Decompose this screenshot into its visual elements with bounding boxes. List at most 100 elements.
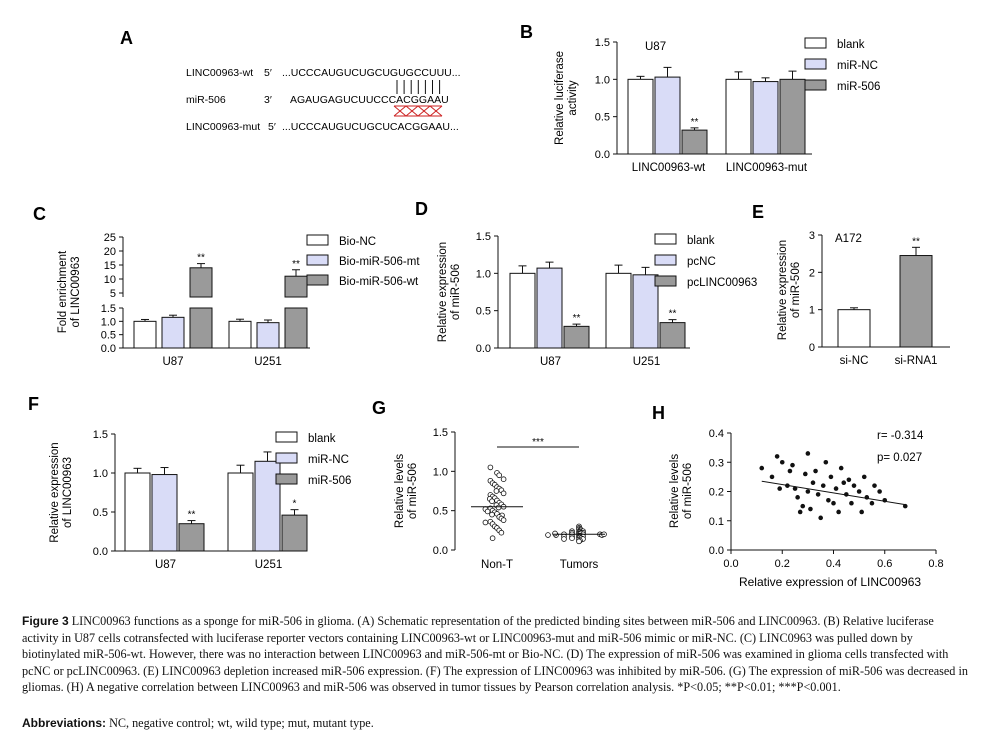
data-point xyxy=(489,498,495,505)
bar xyxy=(178,523,205,552)
x-tick-label: LINC00963-wt xyxy=(632,162,706,174)
abbreviations-label: Abbreviations: xyxy=(22,716,107,730)
data-point xyxy=(797,509,803,515)
bar xyxy=(627,78,654,155)
legend-swatch xyxy=(654,233,677,245)
y-axis-label: of miR-506 xyxy=(450,264,462,320)
data-point xyxy=(808,506,813,512)
bar xyxy=(536,267,563,349)
legend-swatch xyxy=(654,275,677,287)
y-tick-label: 1.0 xyxy=(476,268,491,280)
legend-swatch xyxy=(306,274,329,286)
panel-label-d: D xyxy=(415,199,428,219)
y-tick-label: 0.1 xyxy=(709,516,724,528)
seq-row-sequence: AGAUGAGUCUUCCCACGGAAU xyxy=(290,94,449,106)
legend-swatch xyxy=(306,254,329,266)
data-point xyxy=(813,468,818,474)
data-point xyxy=(851,483,857,488)
bar xyxy=(189,307,213,349)
bar xyxy=(605,272,632,349)
bar xyxy=(256,322,280,349)
y-tick-label: 0.0 xyxy=(476,343,491,355)
x-tick-label: U251 xyxy=(255,559,283,571)
y-axis-label: of LINC00963 xyxy=(70,257,82,328)
significance-mark: ** xyxy=(197,253,205,264)
seq-row-prime: 5′ xyxy=(268,121,276,133)
y-tick-label: 25 xyxy=(104,232,116,244)
legend-label: pcNC xyxy=(687,256,716,268)
y-axis-label: Relative expression xyxy=(777,240,789,340)
y-tick-label: 0.5 xyxy=(595,112,610,124)
legend-swatch xyxy=(804,79,827,91)
chart-panel-h: 0.0 0.1 0.2 0.3 0.4 0.0 0.2 0.4 0.6 0.8 Relative e… xyxy=(669,428,944,589)
data-point xyxy=(820,483,826,488)
y-tick-label: 1.5 xyxy=(101,303,116,315)
bar xyxy=(752,81,779,155)
x-tick-label: U251 xyxy=(254,356,282,368)
bar xyxy=(779,78,806,155)
panel-label-c: C xyxy=(33,204,46,224)
data-point xyxy=(774,454,780,459)
data-point xyxy=(803,471,808,477)
chart-panel-f: 0.0 0.5 1.0 1.5 Relative expression of LINC00… xyxy=(49,429,351,571)
significance-mark: * xyxy=(293,499,297,510)
panel-a: A LINC00963-wt 5′ ...UCCCAUGUCUGCUGUGCCUUU… xyxy=(120,28,461,133)
data-point xyxy=(805,451,811,456)
chart-panel-g: 0.0 0.5 1.0 1.5 Relative levels of miR-506 Non… xyxy=(394,427,607,571)
y-tick-label: 0.5 xyxy=(93,507,108,519)
data-point xyxy=(823,459,829,465)
data-point xyxy=(777,486,782,491)
data-point xyxy=(810,480,816,486)
significance-mark: ** xyxy=(292,259,300,270)
bar xyxy=(284,275,308,298)
y-tick-label: 15 xyxy=(104,260,116,272)
y-axis-label: activity xyxy=(567,80,579,115)
y-tick-label: 0.5 xyxy=(433,506,448,518)
y-tick-label: 1.0 xyxy=(595,74,610,86)
data-point xyxy=(856,489,862,494)
legend-swatch xyxy=(275,452,298,464)
data-point xyxy=(482,519,489,526)
data-point xyxy=(489,511,495,518)
legend-label: blank xyxy=(687,235,715,247)
legend-swatch xyxy=(804,58,827,70)
abbreviations: Abbreviations: NC, negative control; wt,… xyxy=(22,716,374,731)
y-tick-label: 1.5 xyxy=(595,37,610,49)
data-point xyxy=(800,503,806,509)
y-tick-label: 5 xyxy=(110,288,116,300)
chart-title: A172 xyxy=(835,233,862,245)
x-tick-label: U87 xyxy=(540,356,561,368)
legend-label: Bio-miR-506-mt xyxy=(339,256,420,268)
panel-label-h: H xyxy=(652,403,665,423)
y-tick-label: 0.0 xyxy=(93,546,108,558)
legend-label: miR-NC xyxy=(837,60,878,72)
y-tick-label: 0.0 xyxy=(709,545,724,557)
x-tick-label: 0.8 xyxy=(928,558,943,570)
bar xyxy=(151,474,178,552)
legend-swatch xyxy=(306,234,329,246)
data-point xyxy=(769,474,775,480)
y-axis-label: Relative expression xyxy=(437,242,449,342)
y-tick-label: 0.0 xyxy=(433,545,448,557)
chart-panel-b: 0.0 0.5 1.0 1.5 Relative luciferase activity U… xyxy=(554,37,880,174)
y-axis-label: Relative levels xyxy=(669,454,681,528)
data-point xyxy=(815,492,821,497)
y-tick-label: 1.0 xyxy=(433,466,448,478)
data-point xyxy=(495,504,502,511)
data-point xyxy=(818,515,823,521)
data-point xyxy=(759,465,765,471)
bar xyxy=(189,267,213,298)
legend-swatch xyxy=(804,37,827,49)
legend-label: miR-NC xyxy=(308,454,349,466)
x-tick-label: Non-T xyxy=(481,559,513,571)
regression-line xyxy=(761,480,906,506)
x-tick-label: 0.0 xyxy=(723,558,738,570)
x-tick-label: 0.6 xyxy=(877,558,892,570)
chart-panel-c: 0.00.5 1.01.5 5 10 15 20 25 Fold enrichment of L… xyxy=(57,232,420,368)
y-axis-label: of miR-506 xyxy=(682,463,694,519)
y-axis-label: Relative levels xyxy=(394,454,406,528)
y-axis-label: Relative expression xyxy=(49,442,61,542)
chart-title: U87 xyxy=(645,41,666,53)
bar xyxy=(654,76,681,155)
bar xyxy=(659,322,686,349)
